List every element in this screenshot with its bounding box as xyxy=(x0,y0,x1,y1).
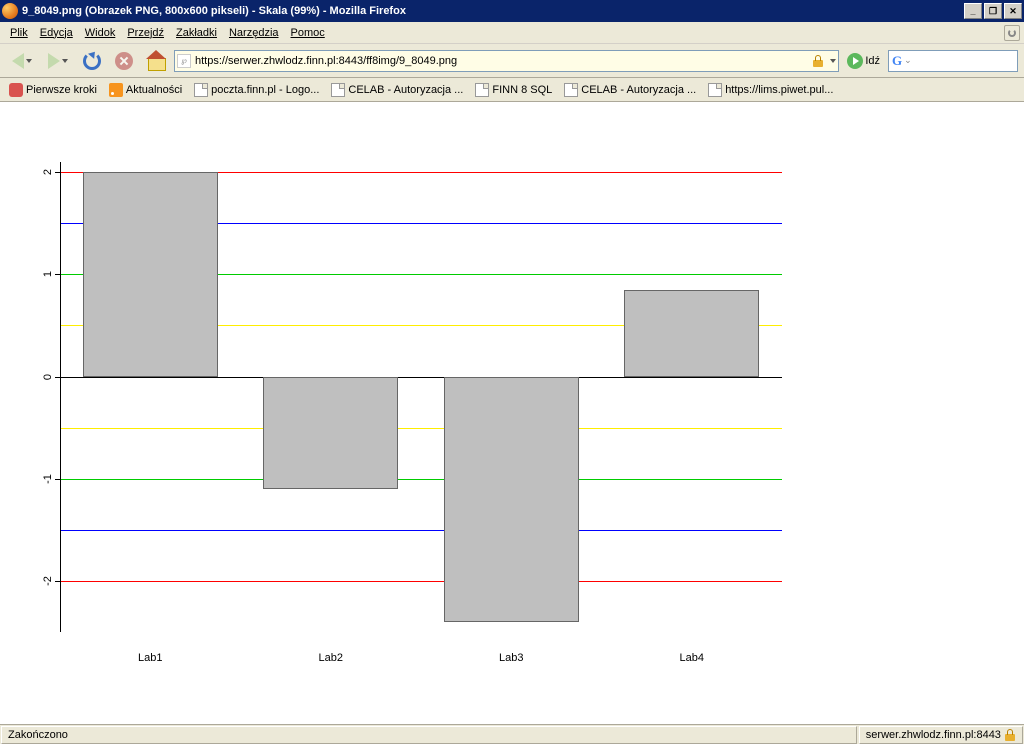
page-content: -2 -1 0 1 2 Lab1 Lab2 Lab3 Lab4 xyxy=(0,102,1024,724)
menu-zakladki[interactable]: Zakładki xyxy=(170,25,223,41)
page-icon xyxy=(194,83,208,97)
status-bar: Zakończono serwer.zhwlodz.finn.pl:8443 xyxy=(0,724,1024,744)
chart-reference-line xyxy=(60,428,782,429)
navigation-toolbar: ℘ https://serwer.zhwlodz.finn.pl:8443/ff… xyxy=(0,44,1024,78)
chart-bar xyxy=(444,377,579,622)
menu-bar: Plik Edycja Widok Przejdź Zakładki Narzę… xyxy=(0,22,1024,44)
reload-icon xyxy=(83,52,101,70)
search-box[interactable]: G⌄ xyxy=(888,50,1018,72)
window-title: 9_8049.png (Obrazek PNG, 800x600 pikseli… xyxy=(22,5,964,17)
arrow-right-icon xyxy=(48,53,60,69)
window-controls: _ ❐ ✕ xyxy=(964,3,1022,19)
chart-bar xyxy=(83,172,218,376)
menu-przejdz[interactable]: Przejdź xyxy=(121,25,170,41)
home-button[interactable] xyxy=(142,47,170,75)
paw-icon xyxy=(9,83,23,97)
bookmark-item[interactable]: https://lims.piwet.pul... xyxy=(703,81,838,99)
home-icon xyxy=(147,52,165,70)
chart-reference-line xyxy=(60,479,782,480)
menu-pomoc[interactable]: Pomoc xyxy=(285,25,331,41)
bookmark-label: Pierwsze kroki xyxy=(26,84,97,96)
chart-y-tick: 0 xyxy=(42,367,54,387)
google-icon: G xyxy=(892,53,902,69)
bookmark-label: CELAB - Autoryzacja ... xyxy=(348,84,463,96)
go-icon xyxy=(847,53,863,69)
menu-widok[interactable]: Widok xyxy=(79,25,122,41)
bookmark-label: poczta.finn.pl - Logo... xyxy=(211,84,319,96)
bookmark-item[interactable]: Pierwsze kroki xyxy=(4,81,102,99)
url-bar[interactable]: ℘ https://serwer.zhwlodz.finn.pl:8443/ff… xyxy=(174,50,839,72)
rss-icon xyxy=(109,83,123,97)
page-icon xyxy=(564,83,578,97)
bookmark-label: FINN 8 SQL xyxy=(492,84,552,96)
bookmarks-toolbar: Pierwsze kroki Aktualności poczta.finn.pl … xyxy=(0,78,1024,102)
chart-bar xyxy=(624,290,759,377)
bookmark-item[interactable]: FINN 8 SQL xyxy=(470,81,557,99)
lock-icon xyxy=(1004,729,1016,741)
lock-icon xyxy=(812,55,824,67)
chart-y-axis xyxy=(60,162,61,632)
page-icon xyxy=(708,83,722,97)
stop-icon xyxy=(115,52,133,70)
chart-y-tick: -2 xyxy=(42,571,54,591)
chevron-down-icon xyxy=(62,59,68,63)
menu-edycja[interactable]: Edycja xyxy=(34,25,79,41)
go-label: Idź xyxy=(865,55,880,67)
chart: -2 -1 0 1 2 Lab1 Lab2 Lab3 Lab4 xyxy=(30,162,790,724)
close-button[interactable]: ✕ xyxy=(1004,3,1022,19)
chart-x-label: Lab1 xyxy=(90,652,210,664)
window-titlebar: 9_8049.png (Obrazek PNG, 800x600 pikseli… xyxy=(0,0,1024,22)
bookmark-item[interactable]: poczta.finn.pl - Logo... xyxy=(189,81,324,99)
activity-throbber-icon xyxy=(1004,25,1020,41)
reload-button[interactable] xyxy=(78,47,106,75)
chart-zero-line xyxy=(60,377,782,378)
bookmark-item[interactable]: CELAB - Autoryzacja ... xyxy=(559,81,701,99)
forward-button[interactable] xyxy=(42,47,74,75)
chart-x-label: Lab3 xyxy=(451,652,571,664)
chart-y-tick: 2 xyxy=(42,162,54,182)
bookmark-item[interactable]: CELAB - Autoryzacja ... xyxy=(326,81,468,99)
chart-x-label: Lab2 xyxy=(271,652,391,664)
chart-bar xyxy=(263,377,398,489)
minimize-button[interactable]: _ xyxy=(964,3,982,19)
chart-plot-area xyxy=(60,162,782,632)
page-icon xyxy=(475,83,489,97)
chart-reference-line xyxy=(60,530,782,531)
chart-reference-line xyxy=(60,581,782,582)
menu-plik[interactable]: Plik xyxy=(4,25,34,41)
back-button[interactable] xyxy=(6,47,38,75)
chart-y-tick: 1 xyxy=(42,264,54,284)
status-text: Zakończono xyxy=(1,726,857,744)
chevron-down-icon xyxy=(26,59,32,63)
chevron-down-icon[interactable] xyxy=(830,59,836,63)
chart-y-tick: -1 xyxy=(42,469,54,489)
bookmark-label: https://lims.piwet.pul... xyxy=(725,84,833,96)
bookmark-label: Aktualności xyxy=(126,84,182,96)
chart-x-label: Lab4 xyxy=(632,652,752,664)
bookmark-label: CELAB - Autoryzacja ... xyxy=(581,84,696,96)
site-favicon-icon: ℘ xyxy=(177,54,191,68)
page-icon xyxy=(331,83,345,97)
stop-button[interactable] xyxy=(110,47,138,75)
go-button[interactable]: Idź xyxy=(843,53,884,69)
bookmark-item[interactable]: Aktualności xyxy=(104,81,187,99)
firefox-icon xyxy=(2,3,18,19)
status-security-host: serwer.zhwlodz.finn.pl:8443 xyxy=(859,726,1023,744)
menu-narzedzia[interactable]: Narzędzia xyxy=(223,25,285,41)
arrow-left-icon xyxy=(12,53,24,69)
url-text: https://serwer.zhwlodz.finn.pl:8443/ff8i… xyxy=(195,55,808,67)
maximize-button[interactable]: ❐ xyxy=(984,3,1002,19)
